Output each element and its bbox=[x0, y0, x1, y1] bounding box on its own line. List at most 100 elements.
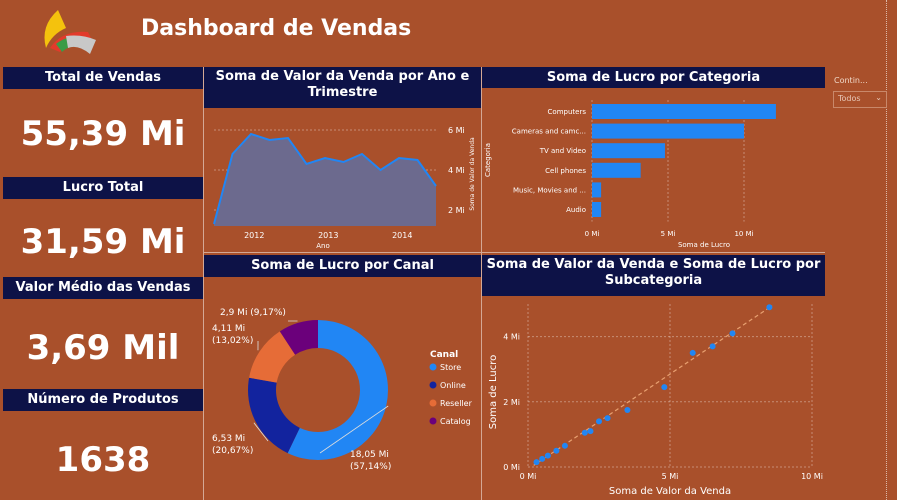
bar-1[interactable] bbox=[592, 123, 744, 139]
kpi-header-product-count: Número de Produtos bbox=[3, 389, 203, 411]
donut-slice-catalog[interactable] bbox=[279, 320, 318, 355]
page-title: Dashboard de Vendas bbox=[141, 16, 412, 41]
area-series-line bbox=[213, 132, 437, 225]
area-x-axis-label: Ano bbox=[316, 242, 330, 250]
area-y-tick: 2 Mi bbox=[448, 206, 465, 215]
scatter-point[interactable] bbox=[587, 428, 594, 435]
donut-chart-title: Soma de Lucro por Canal bbox=[204, 255, 481, 277]
bar-chart: Computers Cameras and camc... TV and Video… bbox=[484, 100, 776, 249]
slicer-label: Contin... bbox=[834, 76, 868, 85]
donut-leader-line bbox=[253, 422, 269, 442]
scatter-point[interactable] bbox=[661, 384, 668, 391]
scatter-chart: 0 Mi 2 Mi 4 Mi 0 Mi 5 Mi 10 Mi Soma de Valor… bbox=[488, 304, 823, 497]
kpi-header-average-sale: Valor Médio das Vendas bbox=[3, 277, 203, 299]
bar-category-label: Computers bbox=[548, 108, 587, 116]
kpi-value-average-sale: 3,69 Mil bbox=[26, 328, 180, 368]
donut-pct-label: (57,14%) bbox=[350, 462, 391, 472]
donut-pct-label: (20,67%) bbox=[212, 446, 253, 456]
area-y-tick: 4 Mi bbox=[448, 166, 465, 175]
scatter-y-tick: 4 Mi bbox=[503, 333, 520, 342]
legend-label[interactable]: Online bbox=[440, 381, 466, 390]
scatter-point[interactable] bbox=[709, 343, 716, 350]
area-x-tick: 2014 bbox=[392, 231, 412, 240]
donut-value-label: 6,53 Mi bbox=[212, 434, 245, 444]
scatter-y-tick: 2 Mi bbox=[503, 398, 520, 407]
scatter-point[interactable] bbox=[553, 447, 560, 454]
donut-value-label: 2,9 Mi (9,17%) bbox=[220, 308, 286, 318]
legend-marker-catalog bbox=[429, 417, 437, 425]
separator-left bbox=[203, 67, 204, 500]
scatter-trendline bbox=[533, 305, 773, 466]
scatter-point[interactable] bbox=[596, 418, 602, 425]
bar-x-tick: 0 Mi bbox=[585, 230, 600, 238]
scatter-point[interactable] bbox=[544, 452, 551, 459]
separator-h-left bbox=[204, 252, 481, 253]
legend-marker-online bbox=[429, 381, 437, 389]
bar-y-axis-label: Categoria bbox=[484, 143, 492, 177]
scatter-point[interactable] bbox=[624, 406, 631, 413]
company-logo-icon bbox=[38, 4, 98, 56]
donut-slice-reseller[interactable] bbox=[249, 331, 296, 383]
bar-chart-title: Soma de Lucro por Categoria bbox=[482, 67, 825, 88]
area-series-fill bbox=[214, 134, 436, 226]
scatter-x-axis-label: Soma de Valor da Venda bbox=[609, 486, 731, 497]
edge-dotted-line bbox=[886, 0, 887, 500]
kpi-header-total-sales: Total de Vendas bbox=[3, 67, 203, 89]
donut-pct-label: (13,02%) bbox=[212, 336, 253, 346]
kpi-value-product-count: 1638 bbox=[55, 440, 151, 480]
chevron-down-icon: ⌄ bbox=[875, 93, 882, 102]
bar-category-label: Music, Movies and ... bbox=[513, 186, 586, 194]
bar-2[interactable] bbox=[592, 143, 665, 159]
legend-label[interactable]: Catalog bbox=[440, 417, 471, 426]
donut-legend-title: Canal bbox=[430, 350, 458, 360]
scatter-x-tick: 10 Mi bbox=[801, 472, 823, 481]
legend-label[interactable]: Reseller bbox=[440, 399, 473, 408]
area-y-tick: 6 Mi bbox=[448, 126, 465, 135]
scatter-point[interactable] bbox=[604, 415, 611, 422]
legend-label[interactable]: Store bbox=[440, 363, 461, 372]
scatter-x-tick: 5 Mi bbox=[662, 472, 679, 481]
area-chart: 2 Mi 4 Mi 6 Mi 2012 2013 2014 Ano Soma de Va… bbox=[213, 126, 476, 250]
continent-slicer-dropdown[interactable]: Todos ⌄ bbox=[833, 91, 887, 108]
donut-value-label: 18,05 Mi bbox=[350, 450, 389, 460]
bar-x-tick: 10 Mi bbox=[734, 230, 753, 238]
bar-0[interactable] bbox=[592, 104, 776, 119]
scatter-point[interactable] bbox=[729, 330, 736, 337]
bar-category-label: TV and Video bbox=[539, 147, 586, 155]
donut-value-label: 4,11 Mi bbox=[212, 324, 245, 334]
bar-3[interactable] bbox=[592, 162, 641, 178]
scatter-point[interactable] bbox=[561, 442, 568, 449]
separator-middle bbox=[481, 67, 482, 500]
slicer-value: Todos bbox=[838, 94, 861, 103]
area-chart-title: Soma de Valor da Venda por Ano e Trimest… bbox=[204, 67, 481, 108]
scatter-point[interactable] bbox=[581, 429, 588, 436]
bar-5[interactable] bbox=[592, 202, 602, 217]
bar-x-axis-label: Soma de Lucro bbox=[678, 241, 730, 249]
area-x-tick: 2013 bbox=[318, 231, 338, 240]
kpi-value-total-profit: 31,59 Mi bbox=[20, 222, 186, 262]
donut-leader-line bbox=[319, 405, 389, 454]
bar-x-tick: 5 Mi bbox=[661, 230, 676, 238]
scatter-chart-title: Soma de Valor da Venda e Soma de Lucro p… bbox=[482, 255, 825, 296]
donut-slice-store[interactable] bbox=[287, 320, 388, 460]
legend-marker-store bbox=[429, 363, 437, 371]
area-x-tick: 2012 bbox=[244, 231, 264, 240]
bar-category-label: Cameras and camc... bbox=[512, 128, 586, 136]
area-y-axis-label: Soma de Valor da Venda bbox=[469, 137, 476, 211]
scatter-y-axis-label: Soma de Lucro bbox=[488, 355, 499, 429]
bar-category-label: Audio bbox=[566, 206, 586, 214]
legend-marker-reseller bbox=[429, 399, 437, 407]
donut-chart: 18,05 Mi (57,14%) 6,53 Mi (20,67%) 4,11 Mi (1… bbox=[212, 308, 473, 472]
separator-h-right bbox=[482, 252, 825, 253]
donut-slice-online[interactable] bbox=[248, 377, 300, 454]
bar-category-label: Cell phones bbox=[545, 167, 586, 175]
bar-4[interactable] bbox=[592, 182, 602, 198]
scatter-point[interactable] bbox=[539, 455, 546, 462]
scatter-point[interactable] bbox=[689, 349, 696, 356]
scatter-point[interactable] bbox=[533, 459, 540, 466]
scatter-y-tick: 0 Mi bbox=[503, 463, 520, 472]
scatter-point[interactable] bbox=[766, 304, 773, 311]
kpi-header-total-profit: Lucro Total bbox=[3, 177, 203, 199]
scatter-x-tick: 0 Mi bbox=[520, 472, 537, 481]
kpi-value-total-sales: 55,39 Mi bbox=[20, 114, 186, 154]
